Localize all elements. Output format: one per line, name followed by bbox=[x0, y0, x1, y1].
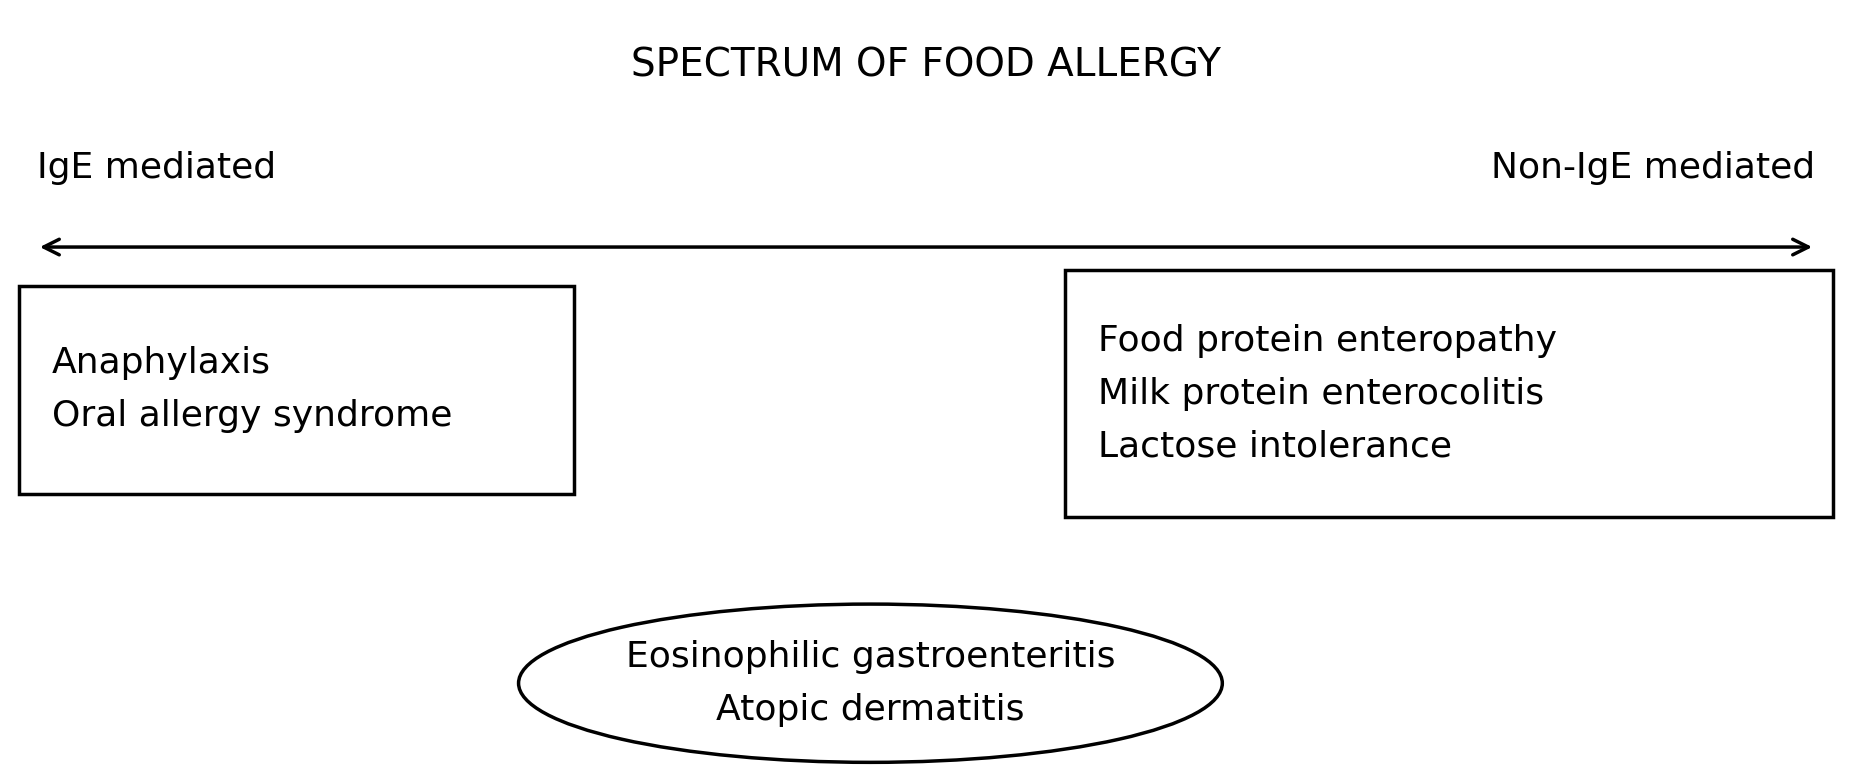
Text: SPECTRUM OF FOOD ALLERGY: SPECTRUM OF FOOD ALLERGY bbox=[632, 46, 1220, 84]
Text: Non-IgE mediated: Non-IgE mediated bbox=[1491, 151, 1815, 185]
Text: IgE mediated: IgE mediated bbox=[37, 151, 276, 185]
Ellipse shape bbox=[519, 604, 1222, 763]
FancyBboxPatch shape bbox=[1065, 270, 1833, 517]
FancyBboxPatch shape bbox=[19, 286, 574, 494]
Text: Food protein enteropathy
Milk protein enterocolitis
Lactose intolerance: Food protein enteropathy Milk protein en… bbox=[1098, 323, 1558, 464]
Text: Anaphylaxis
Oral allergy syndrome: Anaphylaxis Oral allergy syndrome bbox=[52, 347, 452, 433]
Text: Eosinophilic gastroenteritis
Atopic dermatitis: Eosinophilic gastroenteritis Atopic derm… bbox=[626, 640, 1115, 726]
